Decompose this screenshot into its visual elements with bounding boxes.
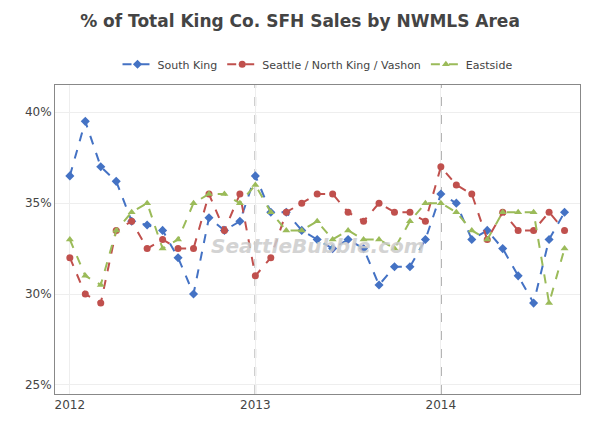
svg-text:40%: 40% (25, 105, 52, 119)
svg-text:% of Total King Co. SFH Sales: % of Total King Co. SFH Sales by NWMLS A… (80, 11, 520, 31)
svg-text:35%: 35% (25, 196, 52, 210)
svg-text:South King: South King (158, 59, 218, 72)
svg-text:SeattleBubble.com: SeattleBubble.com (211, 234, 425, 258)
svg-text:2013: 2013 (240, 398, 271, 412)
svg-text:Eastside: Eastside (466, 59, 513, 72)
svg-text:25%: 25% (25, 378, 52, 392)
svg-text:Seattle / North King / Vashon: Seattle / North King / Vashon (262, 59, 421, 72)
svg-text:2012: 2012 (55, 398, 86, 412)
svg-text:30%: 30% (25, 287, 52, 301)
svg-text:2014: 2014 (426, 398, 457, 412)
